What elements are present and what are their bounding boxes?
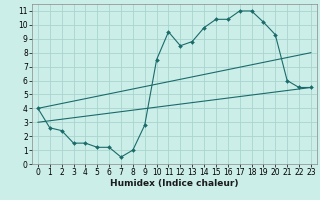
X-axis label: Humidex (Indice chaleur): Humidex (Indice chaleur) [110,179,239,188]
